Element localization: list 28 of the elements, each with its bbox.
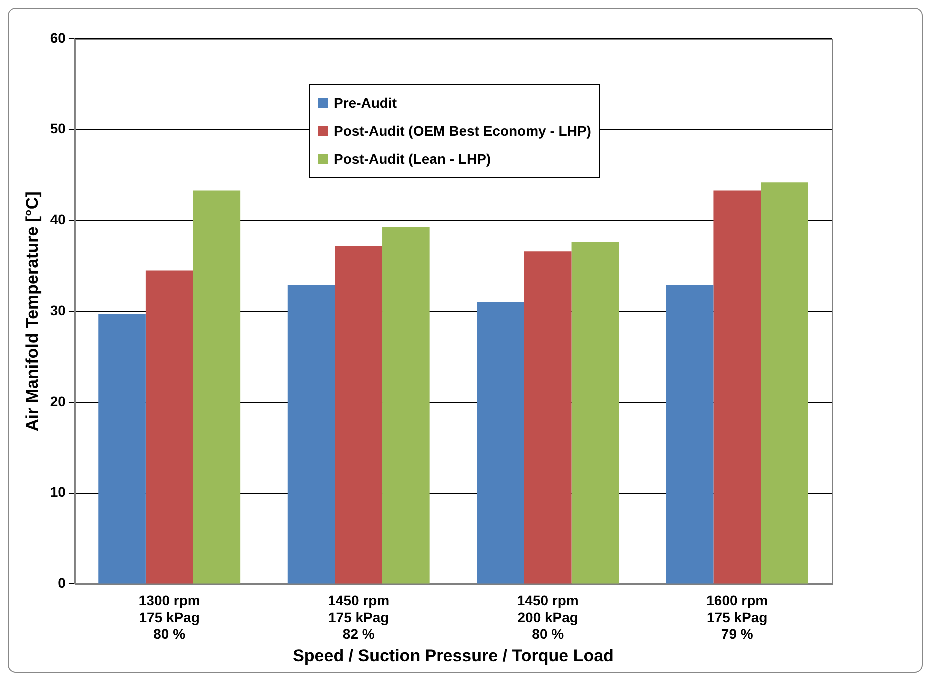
y-tick-label: 20 [50,393,66,410]
bar [524,252,572,584]
legend-label: Pre-Audit [334,94,397,113]
bar [193,190,241,584]
bar [335,246,383,584]
y-axis-title: Air Manifold Temperature [°C] [22,192,42,432]
bar [666,285,714,584]
y-tick-label: 50 [50,120,66,137]
x-tick-label: 1300 rpm 175 kPag 80 % [138,592,200,642]
bar [98,314,146,584]
x-axis-title: Speed / Suction Pressure / Torque Load [293,646,614,666]
bar [572,242,620,584]
bar [288,285,336,584]
bar [477,302,524,584]
bar [714,190,762,584]
legend-label: Post-Audit (OEM Best Economy - LHP) [334,122,592,141]
bar [761,182,808,584]
bar [382,227,430,584]
legend-label: Post-Audit (Lean - LHP) [334,150,492,169]
y-tick-label: 30 [50,302,66,318]
x-tick-label: 1600 rpm 175 kPag 79 % [706,592,768,642]
y-tick-label: 0 [58,575,66,592]
y-tick-label: 60 [50,30,66,46]
x-tick-label: 1450 rpm 175 kPag 82 % [328,592,390,642]
y-tick-label: 10 [50,484,66,500]
bar [146,270,194,584]
y-tick-label: 40 [50,212,66,228]
x-tick-label: 1450 rpm 200 kPag 80 % [517,592,579,642]
